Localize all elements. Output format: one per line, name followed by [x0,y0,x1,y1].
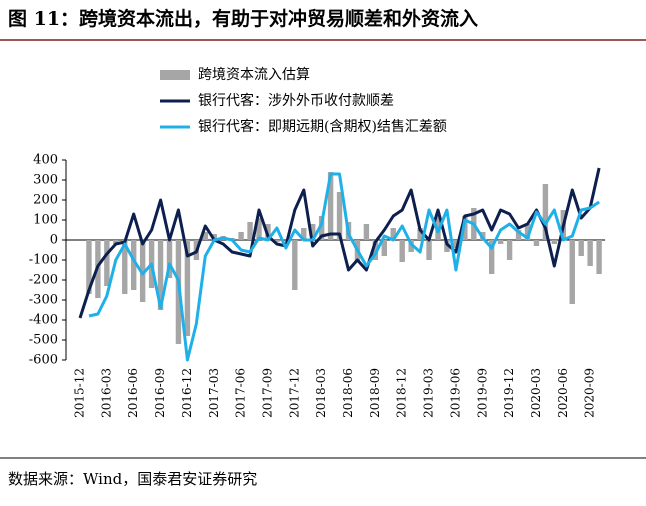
legend-swatch [160,70,190,80]
bar [569,240,575,304]
y-tick-label: -400 [29,313,58,328]
bar [131,240,137,290]
y-tick-label: -100 [29,253,58,268]
bar [596,240,602,274]
x-tick-label: 2016-09 [153,368,167,418]
bar [157,240,164,310]
bar [533,240,540,246]
bar [399,240,405,262]
bar [372,240,379,260]
bar [238,232,244,240]
bar [587,240,593,266]
chart-title: 图 11：跨境资本流出，有助于对冲贸易顺差和外资流入 [8,7,478,30]
x-tick-label: 2016-03 [99,368,113,418]
bar [515,230,522,240]
bar [86,240,92,294]
x-tick-label: 2019-12 [502,368,516,418]
y-tick-label: 300 [33,173,58,188]
x-tick-label: 2015-12 [73,368,87,418]
bar [417,228,423,240]
x-tick-label: 2018-03 [314,368,328,418]
y-tick-label: 100 [33,213,58,228]
x-tick-label: 2017-06 [234,368,248,418]
bar [489,240,495,274]
x-tick-label: 2020-03 [529,368,543,418]
x-tick-label: 2017-09 [260,368,274,418]
bar [327,172,334,240]
x-tick-label: 2019-06 [448,368,462,418]
bar [381,240,387,256]
bar [426,240,432,260]
bar [363,224,370,240]
bar [104,240,110,286]
bar [274,240,280,242]
bar [318,216,325,240]
bar [113,240,119,244]
bar [336,192,343,240]
x-tick-label: 2018-09 [368,368,382,418]
bar [524,224,531,240]
x-tick-label: 2019-03 [422,368,436,418]
bar [166,240,173,278]
y-tick-label: 0 [50,233,58,248]
bar [211,234,217,240]
y-tick-label: -600 [29,353,58,368]
y-tick-label: 400 [33,153,58,168]
bar [247,222,253,240]
x-tick-label: 2020-06 [556,368,570,418]
y-tick-label: -500 [29,333,58,348]
bar [184,240,191,336]
bar [202,232,208,240]
source: 数据来源：Wind，国泰君安证券研究 [8,470,257,488]
x-tick-label: 2020-09 [583,368,597,418]
x-tick-label: 2019-09 [475,368,489,418]
bar [542,184,549,240]
x-tick-label: 2017-03 [207,368,221,418]
bar [578,240,584,256]
bar [256,218,262,240]
legend-label: 银行代客：涉外外币收付款顺差 [198,92,394,109]
bar [139,240,146,302]
line-series [78,167,601,319]
bar [506,240,513,260]
bar [122,240,128,294]
line-series [88,172,600,362]
x-tick-label: 2018-12 [395,368,409,418]
bar [292,240,298,290]
bar [390,228,396,240]
bar [453,240,459,248]
x-tick-label: 2016-12 [180,368,194,418]
bar [551,240,558,244]
bar [301,228,307,240]
bar [310,224,316,240]
y-tick-label: -200 [29,273,58,288]
x-tick-label: 2018-06 [341,368,355,418]
x-tick-label: 2017-12 [287,368,301,418]
legend-label: 银行代客：即期远期(含期权)结售汇差额 [198,118,447,135]
legend-label: 跨境资本流入估算 [198,67,310,83]
y-tick-label: 200 [33,193,58,208]
x-tick-label: 2016-06 [126,368,140,418]
bar [497,240,504,244]
bar [435,216,441,240]
y-tick-label: -300 [29,293,58,308]
